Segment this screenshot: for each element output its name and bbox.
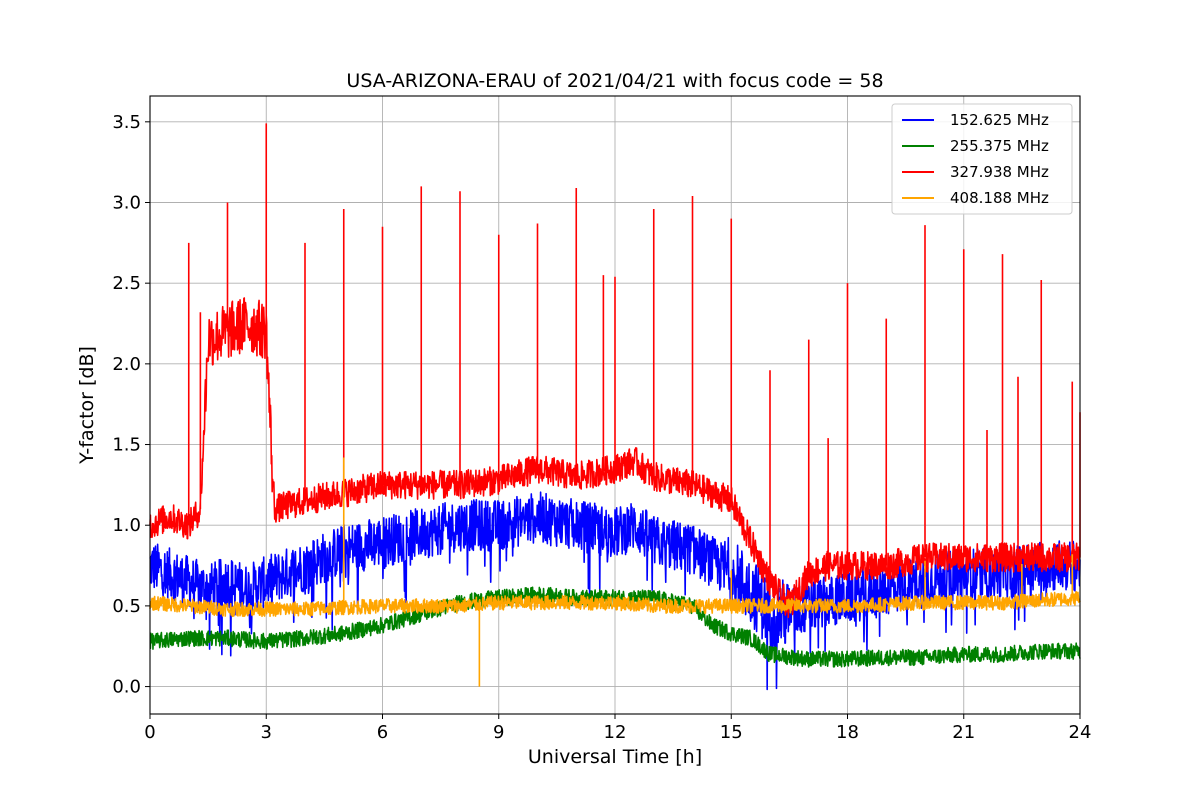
y-tick-label: 3.0 [112, 192, 141, 213]
y-tick-label: 2.5 [112, 273, 141, 294]
legend: 152.625 MHz 255.375 MHz 327.938 MHz 408.188… [891, 103, 1073, 215]
series-line-3 [149, 457, 1081, 687]
y-tick-label: 1.0 [112, 515, 141, 536]
series-layer [149, 123, 1081, 691]
legend-label-3: 408.188 MHz [950, 189, 1049, 207]
x-tick-label: 0 [144, 722, 155, 743]
x-tick-label: 24 [1069, 722, 1092, 743]
x-tick-label: 9 [493, 722, 504, 743]
x-tick-label: 18 [836, 722, 859, 743]
x-tick-label: 6 [377, 722, 388, 743]
tick-layer: 0 3 6 9 12 15 18 21 24 0.0 0.5 1.0 1.5 2.0 2.5 3.0 3.5 [112, 112, 1091, 743]
legend-label-0: 152.625 MHz [950, 111, 1049, 129]
legend-label-2: 327.938 MHz [950, 163, 1049, 181]
legend-label-1: 255.375 MHz [950, 137, 1049, 155]
legend-items: 152.625 MHz 255.375 MHz 327.938 MHz 408.188… [902, 111, 1049, 207]
x-tick-label: 3 [261, 722, 272, 743]
y-axis-title: Y-factor [dB] [76, 346, 98, 465]
y-tick-label: 2.0 [112, 354, 141, 375]
y-tick-label: 1.5 [112, 435, 141, 456]
series-line-1 [149, 586, 1081, 668]
chart-title: USA-ARIZONA-ERAU of 2021/04/21 with focu… [346, 70, 883, 92]
y-tick-label: 0.0 [112, 677, 141, 698]
x-tick-label: 21 [952, 722, 975, 743]
x-axis-title: Universal Time [h] [528, 746, 702, 768]
y-tick-label: 0.5 [112, 596, 141, 617]
x-tick-label: 15 [720, 722, 743, 743]
legend-box [891, 103, 1073, 215]
x-tick-label: 12 [604, 722, 627, 743]
y-tick-label: 3.5 [112, 112, 141, 133]
series-line-2 [149, 123, 1081, 619]
